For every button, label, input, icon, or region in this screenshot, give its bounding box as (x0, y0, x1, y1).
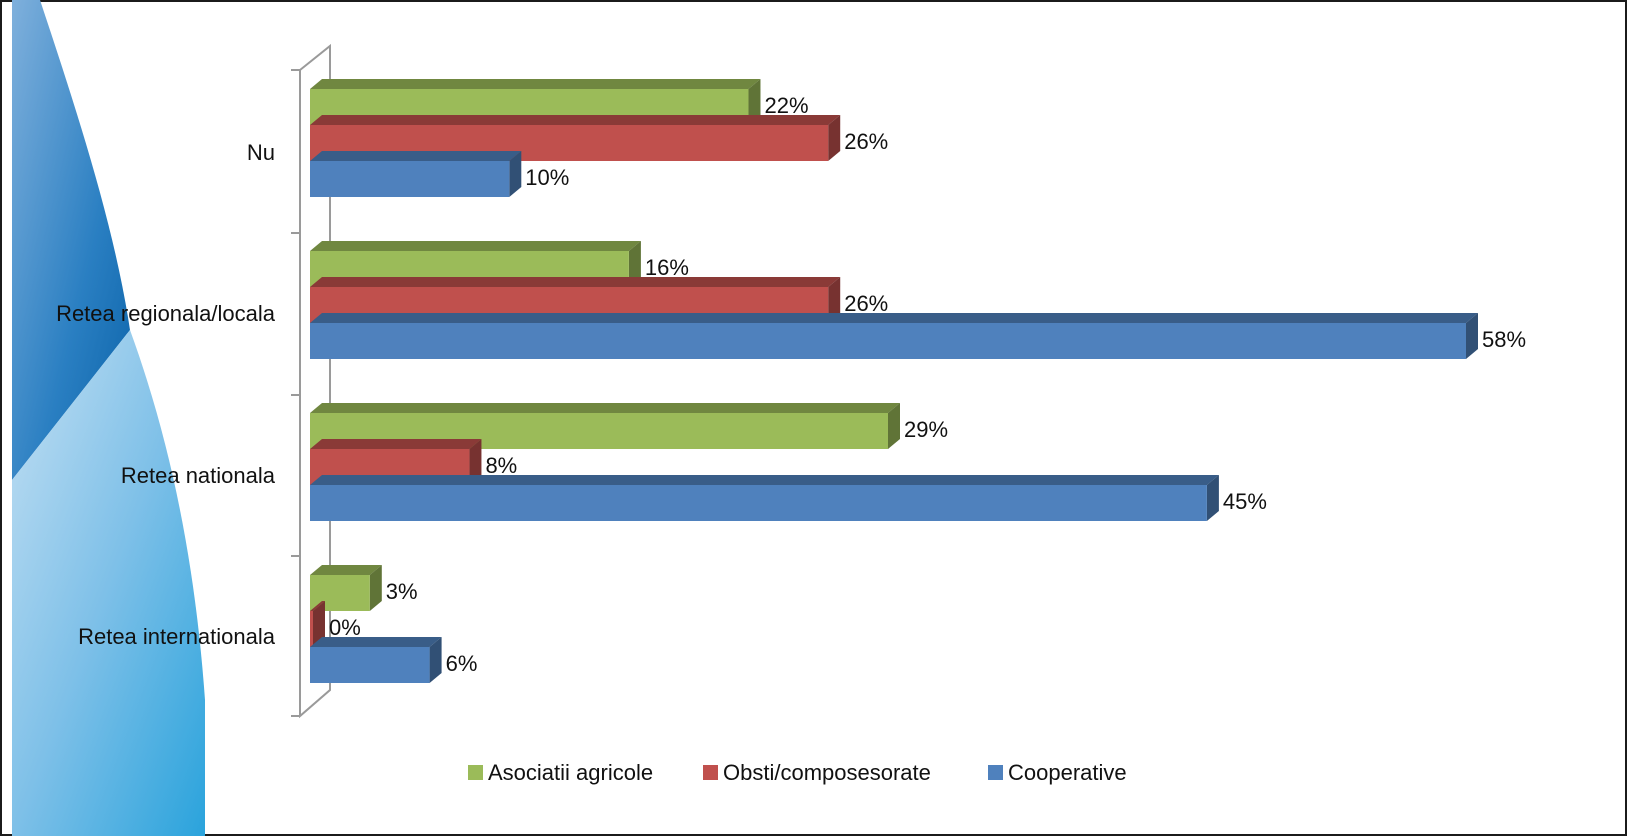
legend-swatch-asociatii-agricole (468, 765, 483, 780)
bar-obsti-composesorate-retea-internationala (310, 601, 325, 647)
background-swoosh (12, 0, 205, 836)
legend-item-cooperative: Cooperative (988, 760, 1127, 785)
legend: Asociatii agricole Obsti/composesorate Coo… (468, 760, 1127, 785)
legend-label-cooperative: Cooperative (1008, 760, 1127, 785)
axis (291, 43, 331, 719)
legend-swatch-cooperative (988, 765, 1003, 780)
legend-label-obsti-composesorate: Obsti/composesorate (723, 760, 931, 785)
data-label-asociatii-agricole-retea-internationala: 3% (386, 579, 418, 604)
legend-label-asociatii-agricole: Asociatii agricole (488, 760, 653, 785)
data-label-obsti-composesorate-retea-nationala: 8% (485, 453, 517, 478)
data-label-cooperative-retea-internationala: 6% (446, 651, 478, 676)
bar-cooperative-retea-regionala-locala (310, 313, 1478, 359)
category-label-retea-internationala: Retea internationala (78, 624, 276, 649)
category-label-retea-nationala: Retea nationala (121, 463, 276, 488)
legend-item-asociatii-agricole: Asociatii agricole (468, 760, 653, 785)
category-label-retea-regionala-locala: Retea regionala/locala (56, 301, 276, 326)
data-label-obsti-composesorate-retea-regionala-locala: 26% (844, 291, 888, 316)
legend-item-obsti-composesorate: Obsti/composesorate (703, 760, 931, 785)
data-label-cooperative-retea-regionala-locala: 58% (1482, 327, 1526, 352)
bar-cooperative-retea-internationala (310, 637, 442, 683)
data-label-asociatii-agricole-retea-nationala: 29% (904, 417, 948, 442)
data-label-obsti-composesorate-retea-internationala: 0% (329, 615, 361, 640)
data-label-asociatii-agricole-nu: 22% (764, 93, 808, 118)
legend-swatch-obsti-composesorate (703, 765, 718, 780)
category-label-nu: Nu (247, 140, 275, 165)
bar-cooperative-retea-nationala (310, 475, 1219, 521)
data-label-cooperative-retea-nationala: 45% (1223, 489, 1267, 514)
bar-cooperative-nu (310, 151, 522, 197)
data-label-cooperative-nu: 10% (525, 165, 569, 190)
data-label-obsti-composesorate-nu: 26% (844, 129, 888, 154)
data-label-asociatii-agricole-retea-regionala-locala: 16% (645, 255, 689, 280)
